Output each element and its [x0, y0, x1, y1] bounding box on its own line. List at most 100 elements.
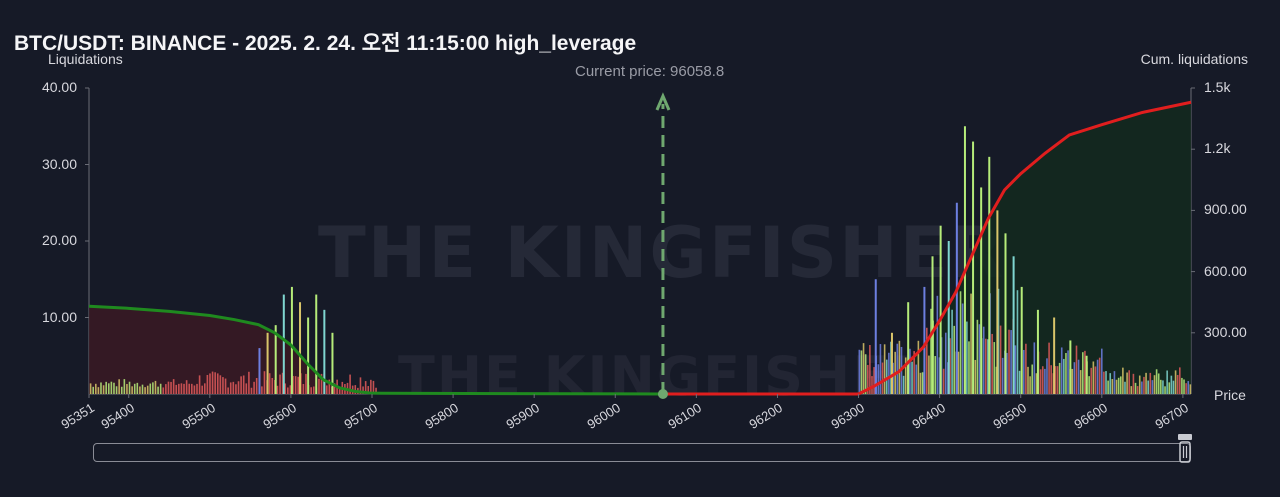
short-area-fill [662, 102, 1191, 394]
right-axis-label: Cum. liquidations [1140, 51, 1248, 67]
liquidation-bar [1006, 352, 1008, 394]
liquidation-bar [167, 381, 170, 394]
right-tick-label: 1.2k [1204, 140, 1231, 157]
liquidation-bar [320, 373, 323, 394]
liquidation-bar [1126, 372, 1128, 394]
liquidation-bar [154, 380, 157, 394]
liquidation-bar [951, 309, 953, 394]
liquidation-bar [1018, 370, 1021, 394]
liquidation-bar [1183, 379, 1185, 394]
liquidation-bar [892, 362, 894, 394]
liquidation-bar [1082, 352, 1084, 394]
liquidation-bar [995, 366, 998, 394]
liquidation-bar [312, 386, 315, 394]
range-scrollbar[interactable] [93, 443, 1191, 462]
liquidation-bar [959, 291, 962, 394]
liquidation-bar-peak [907, 302, 910, 394]
current-price-arrow [655, 92, 671, 111]
liquidation-bar [349, 374, 351, 394]
liquidation-bar [999, 325, 1002, 394]
left-tick-label: 30.00 [41, 155, 77, 172]
liquidation-bar [333, 383, 336, 394]
liquidation-bar [245, 383, 248, 394]
liquidation-bar [1050, 365, 1052, 394]
liquidation-bar [157, 386, 159, 394]
liquidation-bar [250, 387, 253, 394]
left-tick-label: 40.00 [41, 79, 77, 95]
liquidation-bar [953, 325, 956, 394]
liquidation-bar [1010, 330, 1012, 394]
liquidation-bar [1134, 382, 1137, 394]
liquidation-bar [211, 371, 214, 394]
liquidation-bar [115, 386, 118, 394]
liquidation-bar-peak [266, 332, 269, 394]
liquidation-bar [261, 386, 263, 394]
liquidation-bar [95, 383, 97, 394]
liquidation-bar [128, 381, 131, 394]
liquidation-bar [858, 349, 861, 394]
liquidation-bar [866, 364, 869, 394]
liquidation-bar [1067, 350, 1069, 394]
liquidation-bar [976, 319, 979, 394]
liquidation-bar [232, 381, 235, 394]
liquidation-bar [165, 384, 167, 394]
right-tick-label: 900.00 [1204, 201, 1247, 218]
scrollbar-handle[interactable] [1177, 433, 1193, 463]
liquidation-bar [1029, 376, 1031, 394]
liquidation-bar [1172, 380, 1175, 394]
liquidation-bar [133, 383, 136, 394]
liquidation-bar [1153, 375, 1156, 394]
liquidation-bar-peak [890, 332, 893, 394]
liquidation-bar [131, 386, 133, 394]
liquidation-bar [144, 387, 146, 394]
liquidation-bar [209, 373, 211, 394]
liquidation-bar [1046, 358, 1048, 394]
liquidation-bar [968, 341, 970, 394]
liquidation-bar [178, 383, 180, 394]
liquidation-bar-peak [1012, 256, 1015, 394]
liquidation-bar [957, 351, 960, 394]
liquidation-bar-peak [258, 348, 261, 394]
liquidation-bar [1031, 364, 1034, 394]
watermark-primary: THE KINGFISHER [318, 212, 1006, 294]
liquidation-bar [860, 350, 863, 394]
chart-title: BTC/USDT: BINANCE - 2025. 2. 24. 오전 11:1… [14, 32, 637, 55]
right-tick-label: 600.00 [1204, 262, 1247, 279]
liquidation-bar [1176, 374, 1179, 394]
liquidation-bar [196, 383, 198, 394]
liquidation-bar [862, 343, 865, 394]
liquidation-bar [898, 340, 901, 394]
liquidation-bar-peak [955, 202, 958, 394]
liquidation-bar-peak [996, 210, 999, 394]
liquidation-bar [281, 372, 284, 394]
liquidation-bar [902, 375, 905, 394]
liquidation-bar [911, 361, 913, 394]
liquidation-bar [284, 383, 287, 394]
liquidation-bar [949, 338, 951, 394]
liquidation-bar [873, 367, 875, 394]
liquidation-bar [1157, 373, 1160, 394]
liquidation-bar [1145, 372, 1147, 394]
liquidation-bar [896, 343, 899, 394]
liquidation-bar [1185, 383, 1187, 394]
liquidation-bar [864, 354, 867, 394]
liquidation-bar [193, 385, 196, 394]
liquidation-bar [240, 376, 242, 394]
liquidation-bar-peak [331, 332, 334, 394]
liquidation-bar [1048, 342, 1050, 394]
liquidation-bar [271, 377, 274, 394]
liquidation-bar [1119, 376, 1122, 394]
liquidation-bar [1138, 375, 1141, 394]
short-cumulative-line [662, 100, 1192, 396]
liquidation-bar [938, 357, 941, 394]
liquidation-bar [985, 338, 987, 394]
liquidation-bar [997, 288, 1000, 394]
liquidation-bar [201, 385, 203, 394]
liquidation-bar [936, 295, 939, 394]
liquidation-bar-peak [307, 317, 310, 394]
liquidation-bar [1168, 382, 1171, 394]
liquidation-bar [1181, 377, 1183, 394]
liquidation-bar [359, 377, 362, 394]
liquidation-bar-peak [1053, 317, 1056, 394]
liquidation-bar [289, 385, 292, 394]
